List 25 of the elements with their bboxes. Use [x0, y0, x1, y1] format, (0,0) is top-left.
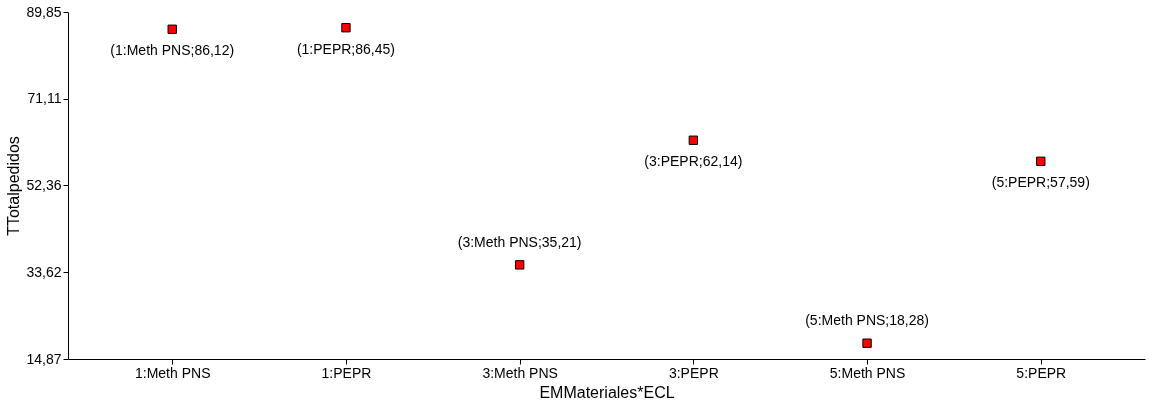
y-tick-label: 33,62	[26, 263, 62, 280]
y-tick-label: 52,36	[26, 177, 62, 193]
y-tick-label: 14,87	[26, 350, 62, 367]
x-tick-label: 3:PEPR	[668, 364, 719, 381]
point	[1036, 156, 1046, 166]
point	[862, 338, 872, 348]
y-tick-label: 71,11	[27, 90, 62, 107]
x-axis-title: EMMateriales*ECL	[539, 383, 675, 401]
y-tick-label: 89,85	[26, 3, 62, 20]
data-label: (5:Meth PNS;18,28)	[805, 312, 929, 329]
x-tick-label: 1:Meth PNS	[134, 364, 211, 381]
point	[167, 24, 177, 34]
point	[341, 23, 351, 33]
point	[688, 135, 699, 145]
data-label: (3:PEPR;62,14)	[644, 153, 743, 170]
data-label: (3:Meth PNS;35,21)	[457, 233, 582, 250]
x-tick-label: 5:PEPR	[1016, 364, 1067, 381]
y-axis-title: TTotalpedidos	[5, 136, 23, 236]
x-tick-label: 1:PEPR	[321, 364, 372, 381]
data-label: (1:PEPR;86,45)	[296, 40, 395, 57]
x-tick-label: 5:Meth PNS	[829, 364, 906, 381]
point	[514, 260, 525, 270]
data-label: (5:PEPR;57,59)	[991, 174, 1090, 191]
data-label: (1:Meth PNS;86,12)	[110, 42, 235, 59]
x-tick-label: 3:Meth PNS	[482, 364, 558, 381]
